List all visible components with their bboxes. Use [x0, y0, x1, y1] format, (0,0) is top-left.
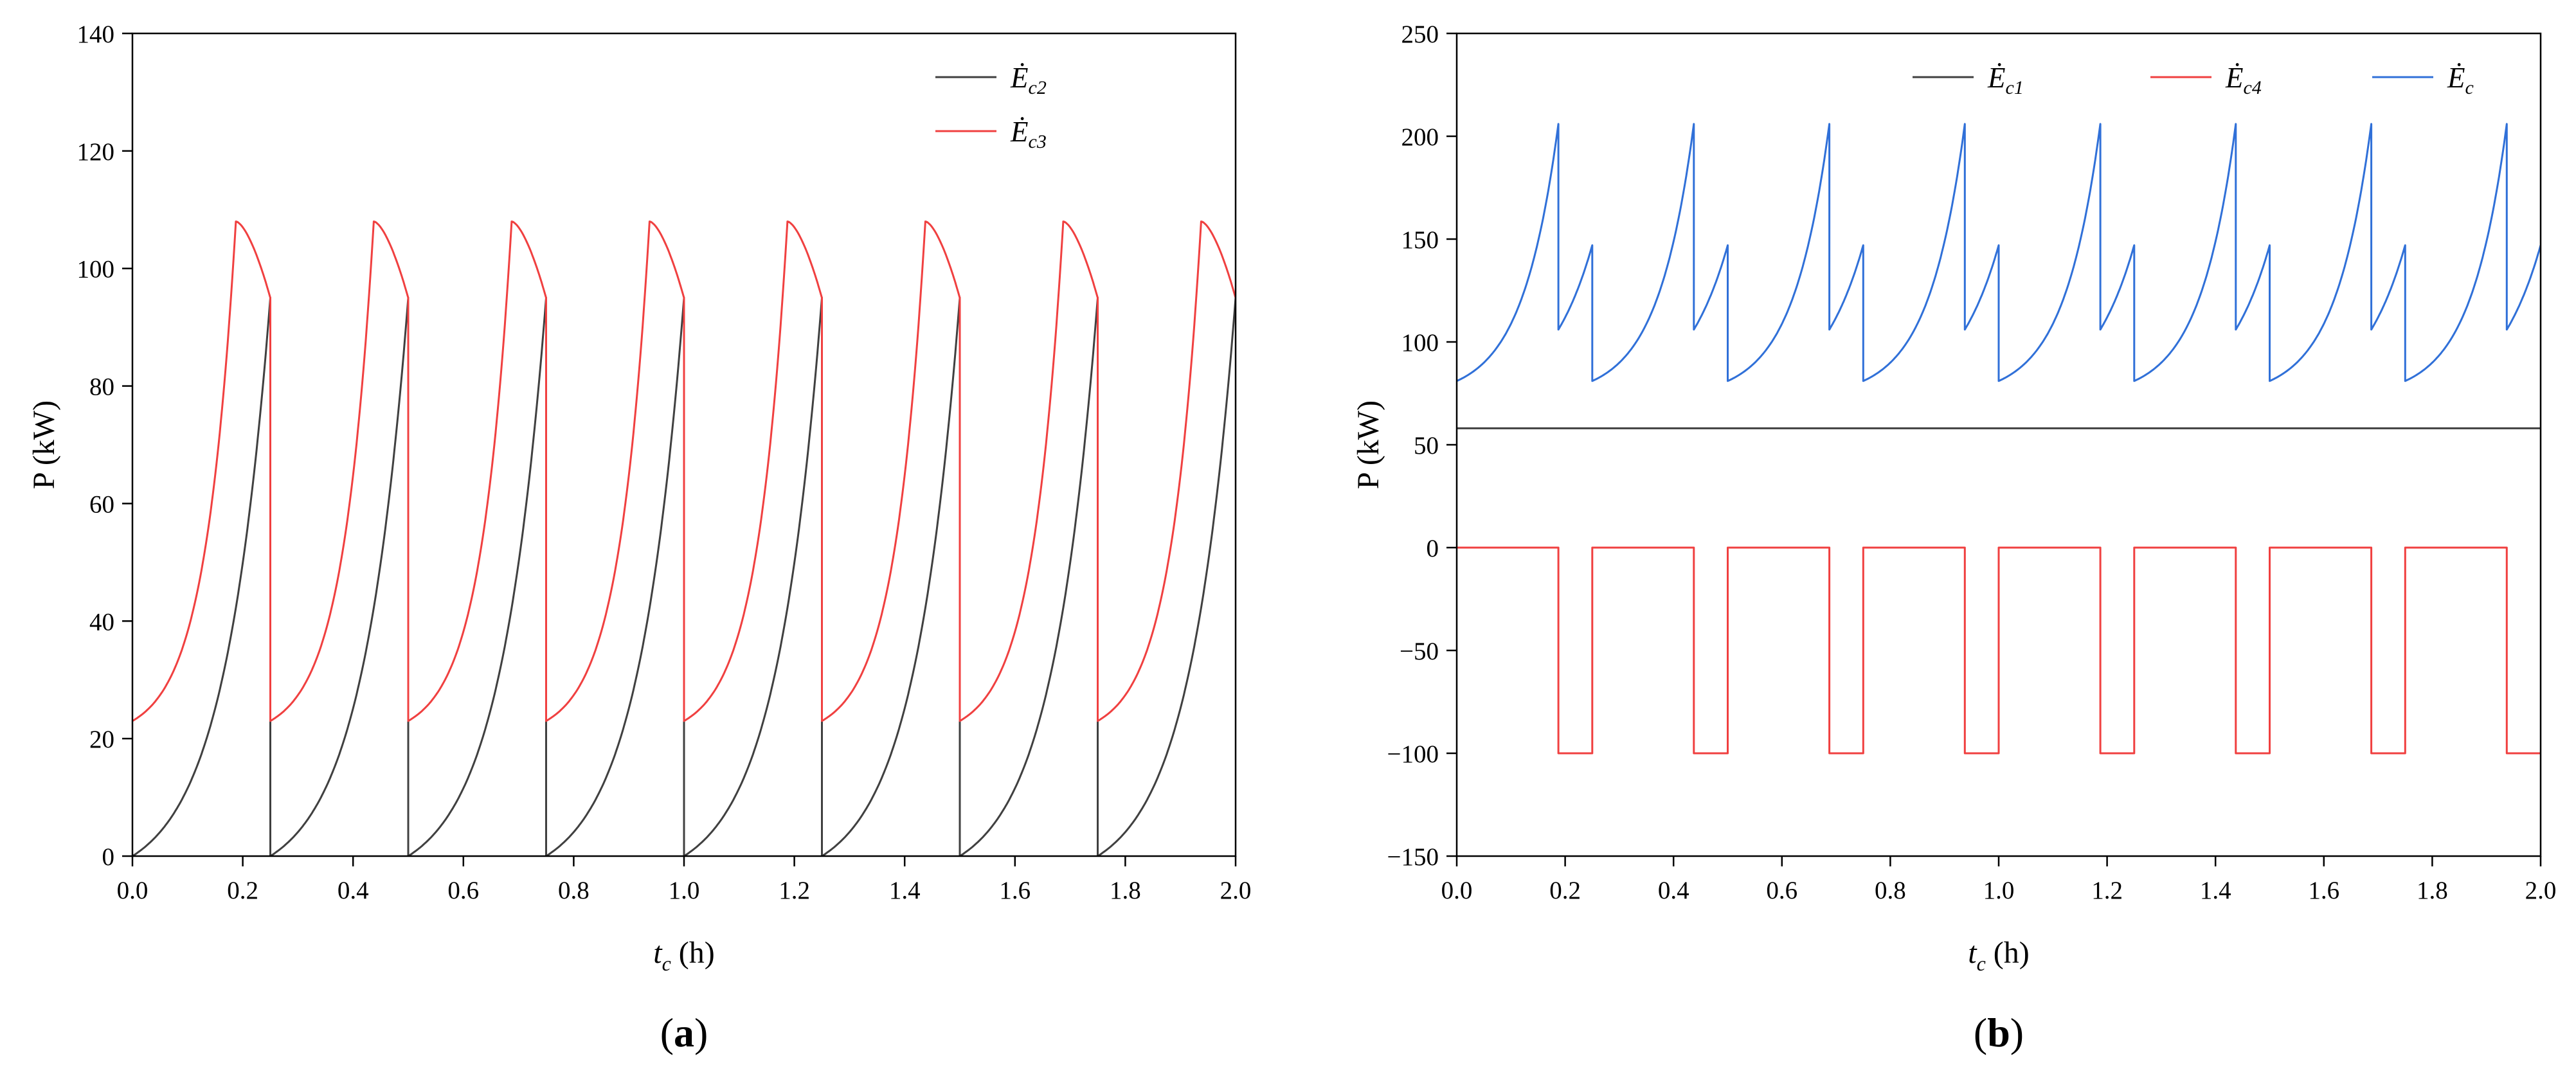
x-tick-label: 0.4	[338, 877, 369, 904]
series-line-c4	[1457, 546, 2541, 755]
legend-label-c3: Ėc3	[1010, 116, 1047, 152]
x-tick-label: 0.6	[447, 877, 479, 904]
x-tick-label: 1.8	[1110, 877, 1141, 904]
x-tick-label: 0.2	[227, 877, 258, 904]
x-tick-label: 2.0	[2525, 877, 2557, 904]
chart-panel-b: 0.0 0.2 0.4 0.6 0.8 1.0 1.2 1.4 1.6 1.8 2.0 −150 −10…	[1351, 21, 2556, 1055]
x-tick-label: 1.0	[669, 877, 700, 904]
y-tick-label: 60	[89, 490, 114, 518]
series-group	[1457, 123, 2541, 755]
legend-label-c4: Ėc4	[2225, 62, 2262, 98]
x-tick-label: 0.0	[1441, 877, 1473, 904]
x-tick-label: 0.4	[1658, 877, 1689, 904]
x-tick-label: 0.0	[117, 877, 149, 904]
y-tick-label: 80	[89, 373, 114, 401]
x-tick-label: 1.2	[2091, 877, 2123, 904]
x-tick-label: 1.4	[2200, 877, 2231, 904]
y-axis-label: P (kW)	[27, 400, 61, 489]
panel-label: (a)	[660, 1010, 708, 1055]
y-tick-label: 0	[102, 843, 115, 871]
y-tick-label: 150	[1401, 226, 1439, 254]
y-tick-label: 40	[89, 608, 114, 636]
y-tick-label: −50	[1400, 638, 1439, 665]
y-tick-label: −150	[1387, 843, 1439, 871]
series-line-c3	[132, 220, 1236, 722]
legend-label-c2: Ėc2	[1010, 62, 1047, 98]
x-tick-label: 2.0	[1220, 877, 1252, 904]
x-tick-label: 1.6	[2308, 877, 2339, 904]
y-tick-label: 50	[1414, 432, 1439, 460]
x-tick-label: 1.4	[889, 877, 921, 904]
x-tick-label: 1.6	[999, 877, 1031, 904]
chart-panel-a: 0.0 0.2 0.4 0.6 0.8 1.0 1.2 1.4 1.6 1.8 2.0 0 20 40 60…	[27, 21, 1251, 1055]
panel-label: (b)	[1974, 1010, 2024, 1055]
x-tick-label: 1.8	[2417, 877, 2448, 904]
x-tick-label: 0.8	[1875, 877, 1906, 904]
x-tick-label: 1.0	[1983, 877, 2015, 904]
y-tick-label: 250	[1401, 21, 1439, 48]
legend: Ėc2 Ėc3	[935, 62, 1047, 152]
y-tick-label: 200	[1401, 123, 1439, 151]
y-tick-label: 140	[77, 21, 115, 48]
x-axis-label: tc (h)	[1968, 936, 2030, 975]
y-tick-label: 20	[89, 726, 114, 753]
y-tick-label: −100	[1387, 740, 1439, 768]
legend: Ėc1 Ėc4 Ėc	[1913, 62, 2474, 98]
x-tick-label: 0.2	[1549, 877, 1581, 904]
series-group	[132, 220, 1236, 856]
legend-label-c: Ėc	[2447, 62, 2474, 98]
legend-label-c1: Ėc1	[1987, 62, 2024, 98]
y-tick-label: 120	[77, 138, 115, 166]
x-tick-label: 1.2	[779, 877, 810, 904]
y-axis-label: P (kW)	[1351, 400, 1385, 489]
y-tick-label: 100	[77, 256, 115, 283]
y-tick-label: 100	[1401, 329, 1439, 357]
x-tick-label: 0.8	[558, 877, 590, 904]
y-tick-label: 0	[1427, 535, 1439, 562]
series-line-c	[1457, 123, 2541, 382]
x-axis-label: tc (h)	[653, 936, 715, 975]
x-tick-label: 0.6	[1766, 877, 1797, 904]
